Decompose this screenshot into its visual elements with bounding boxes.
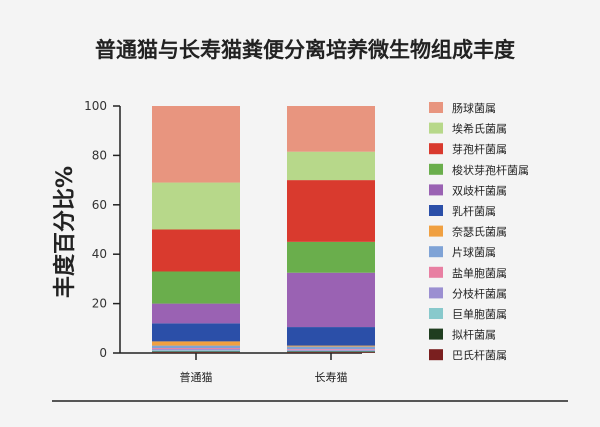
- y-axis-ticks: 0 20 40 60 80 100: [84, 99, 120, 360]
- bar-segment: [152, 351, 240, 353]
- legend-swatch: [429, 143, 443, 155]
- legend-swatch: [429, 102, 443, 113]
- bar-segment: [287, 350, 375, 352]
- bar-segment: [152, 271, 240, 304]
- legend-label: 分枝杆菌属: [452, 286, 507, 300]
- bar-segment: [152, 349, 240, 351]
- legend-swatch: [429, 184, 443, 196]
- bar-segment: [152, 182, 240, 230]
- bar-segment: [287, 241, 375, 273]
- y-tick-label: 20: [92, 297, 107, 311]
- bar-segment: [152, 229, 240, 272]
- y-tick-label: 60: [92, 198, 107, 212]
- x-category-label: 普通猫: [180, 370, 213, 384]
- y-tick-label: 100: [84, 99, 107, 113]
- legend-label: 芽孢杆菌属: [452, 142, 507, 156]
- bar-segment: [152, 348, 240, 350]
- bar-segment: [152, 345, 240, 349]
- legend-label: 盐单胞菌属: [452, 267, 507, 280]
- stacked-bars: [152, 106, 375, 353]
- bar-segment: [152, 106, 240, 183]
- y-axis-label: 丰度百分比%: [52, 166, 78, 298]
- bar-segment: [287, 351, 375, 353]
- legend-swatch: [429, 349, 443, 361]
- y-tick-label: 80: [92, 148, 107, 162]
- bar-segment: [287, 349, 375, 351]
- legend-swatch: [429, 122, 443, 134]
- legend-label: 埃希氏菌属: [452, 122, 507, 136]
- bar-segment: [287, 345, 375, 347]
- legend-label: 奈瑟氏菌属: [452, 225, 507, 239]
- x-category-label: 长寿猫: [315, 370, 348, 384]
- bar-segment: [287, 346, 375, 350]
- bar-segment: [287, 272, 375, 328]
- legend-label: 肠球菌属: [452, 101, 496, 115]
- bar-segment: [287, 352, 375, 353]
- bar-segment: [287, 349, 375, 350]
- bar-segment: [152, 323, 240, 342]
- x-axis-categories: 普通猫 长寿猫: [180, 353, 348, 384]
- legend-label: 片球菌属: [452, 245, 496, 259]
- bar-segment: [152, 341, 240, 346]
- chart-title: 普通猫与长寿猫粪便分离培养微生物组成丰度: [95, 38, 515, 62]
- legend-swatch: [429, 246, 443, 258]
- legend-swatch: [429, 266, 443, 278]
- bar-segment: [152, 352, 240, 353]
- legend: 肠球菌属埃希氏菌属芽孢杆菌属梭状芽孢杆菌属双歧杆菌属乳杆菌属奈瑟氏菌属片球菌属盐…: [429, 101, 529, 362]
- y-tick-label: 40: [92, 247, 107, 261]
- legend-swatch: [429, 163, 443, 175]
- bar-segment: [152, 303, 240, 324]
- legend-label: 乳杆菌属: [452, 204, 496, 218]
- legend-label: 拟杆菌属: [452, 328, 496, 342]
- legend-swatch: [429, 308, 443, 319]
- bar-segment: [287, 180, 375, 242]
- legend-label: 巴氏杆菌属: [452, 348, 507, 362]
- legend-swatch: [429, 225, 443, 237]
- legend-label: 巨单胞菌属: [452, 308, 507, 321]
- bar-segment: [287, 327, 375, 346]
- bar-segment: [287, 106, 375, 152]
- bar-segment: [152, 350, 240, 352]
- bar-segment: [287, 151, 375, 181]
- legend-swatch: [429, 205, 443, 216]
- legend-label: 梭状芽孢杆菌属: [452, 163, 529, 177]
- y-tick-label: 0: [99, 346, 107, 360]
- legend-label: 双歧杆菌属: [452, 183, 507, 197]
- legend-swatch: [429, 287, 443, 299]
- legend-swatch: [429, 328, 443, 340]
